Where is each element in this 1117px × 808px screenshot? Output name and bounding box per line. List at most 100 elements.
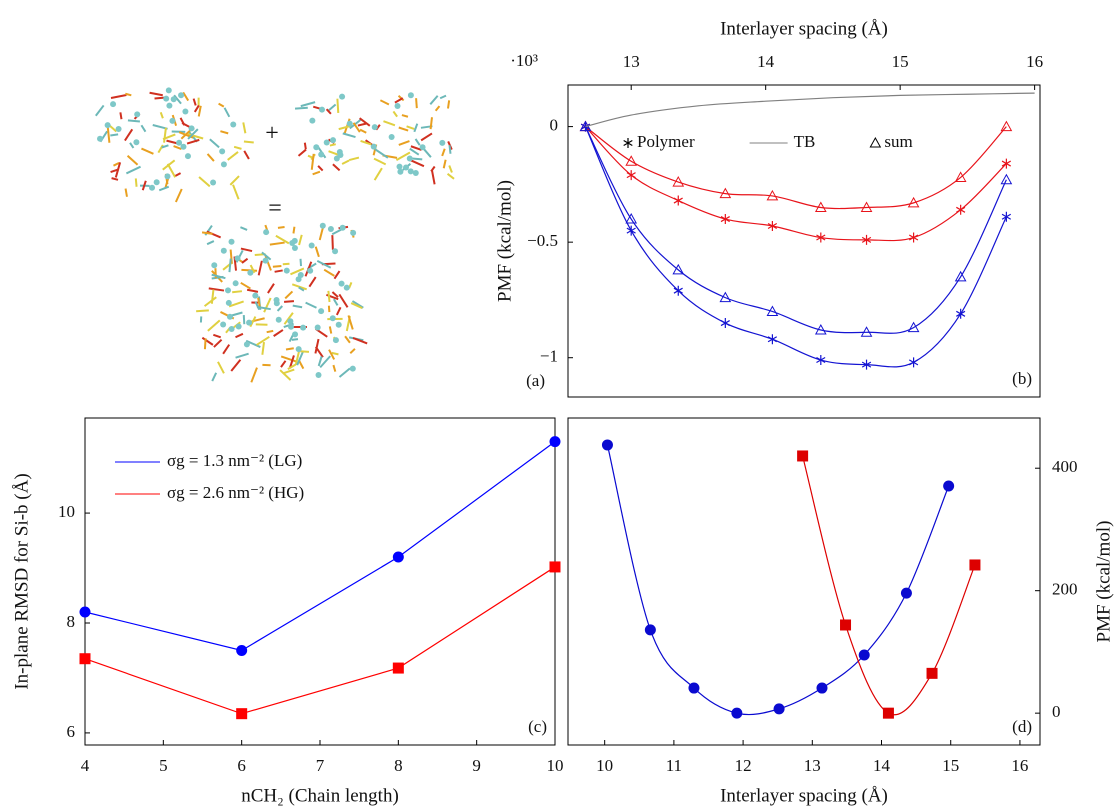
bond <box>374 159 386 165</box>
atom <box>403 165 409 171</box>
bond <box>110 126 117 132</box>
atom <box>309 243 315 249</box>
data-point <box>80 653 91 664</box>
bond <box>228 152 238 160</box>
bond <box>251 368 257 383</box>
bond <box>164 128 166 143</box>
atom <box>439 140 445 146</box>
x-tick-label: 13 <box>804 756 821 775</box>
data-point <box>627 170 636 180</box>
series-line <box>85 567 555 714</box>
atom <box>334 155 340 161</box>
atom <box>276 317 282 323</box>
x-tick-label: 9 <box>472 756 481 775</box>
operator: + <box>265 121 279 147</box>
bond <box>395 98 403 103</box>
bond <box>354 123 360 132</box>
bond <box>158 145 163 153</box>
operator: = <box>268 196 282 222</box>
molecule-sketch <box>295 92 454 184</box>
atom <box>350 366 356 372</box>
bond <box>195 105 199 112</box>
atom <box>292 245 298 251</box>
bond <box>141 149 153 154</box>
atom <box>318 308 324 314</box>
data-point <box>927 668 938 679</box>
y-tick-label: −1 <box>540 347 558 366</box>
data-point <box>840 619 851 630</box>
atom <box>296 346 302 352</box>
atom <box>236 324 242 330</box>
bond <box>220 131 228 133</box>
atom <box>292 331 298 337</box>
legend-marker <box>870 138 880 147</box>
atom <box>330 315 336 321</box>
bond <box>268 284 274 293</box>
bond <box>293 227 294 234</box>
bond <box>235 334 242 337</box>
y-axis-label: In-plane RMSD for Si-b (Å) <box>11 473 32 689</box>
bond <box>342 160 349 164</box>
data-point <box>816 683 827 694</box>
atom <box>185 153 191 159</box>
bond <box>231 360 240 371</box>
bond <box>375 168 382 180</box>
data-point <box>816 355 825 365</box>
atom <box>288 324 294 330</box>
atom <box>110 101 116 107</box>
bond <box>199 106 201 117</box>
atom <box>244 341 250 347</box>
series-line <box>85 442 555 651</box>
bond <box>136 178 137 186</box>
bond <box>240 227 247 230</box>
bond <box>448 174 455 179</box>
bond <box>306 303 317 308</box>
atom <box>211 262 217 268</box>
bond <box>232 291 242 292</box>
figure: +=(a)131415160−0.5−1Interlayer spacing (… <box>0 0 1117 808</box>
atom <box>105 122 111 128</box>
data-point <box>1001 175 1011 184</box>
x-tick-label: 7 <box>316 756 325 775</box>
atom <box>397 169 403 175</box>
bond <box>110 134 118 135</box>
series-line <box>803 456 975 715</box>
data-point <box>731 708 742 719</box>
bond <box>183 92 188 100</box>
atom <box>339 94 345 100</box>
bond <box>278 227 285 228</box>
bond <box>174 146 182 149</box>
bond <box>163 160 175 169</box>
data-point <box>688 683 699 694</box>
y-axis-label: PMF (kcal/mol) <box>494 180 515 302</box>
bond <box>360 130 366 133</box>
atom <box>408 92 414 98</box>
bond <box>108 127 110 143</box>
atom <box>413 170 419 176</box>
legend-label: sum <box>884 132 912 151</box>
bond <box>244 151 249 159</box>
bond <box>410 149 419 155</box>
y-tick-label: 8 <box>67 612 76 631</box>
atom <box>319 107 325 113</box>
atom <box>420 144 426 150</box>
atom <box>347 121 353 127</box>
bond <box>436 106 440 111</box>
atom <box>397 164 403 170</box>
atom <box>407 156 413 162</box>
bond <box>332 353 339 355</box>
legend-label: Polymer <box>637 132 695 151</box>
bond <box>111 95 126 98</box>
atom <box>169 118 175 124</box>
bond <box>324 270 334 276</box>
atom <box>235 255 241 261</box>
series-line <box>585 93 1034 127</box>
bond <box>349 158 359 161</box>
atom <box>287 318 293 324</box>
bond <box>270 243 285 245</box>
bond <box>295 108 308 109</box>
atom <box>315 324 321 330</box>
atom <box>166 103 172 109</box>
data-point <box>645 624 656 635</box>
bond <box>334 271 339 279</box>
